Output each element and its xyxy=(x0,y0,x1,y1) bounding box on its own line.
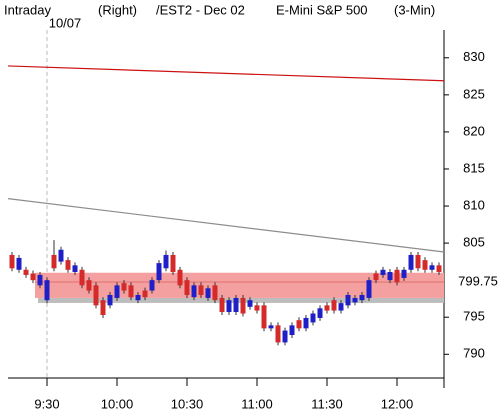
y-tick-label: 815 xyxy=(463,160,485,175)
candle-body xyxy=(436,265,442,273)
y-tick-label: 825 xyxy=(463,86,485,101)
candle-body xyxy=(380,269,386,275)
candle-body xyxy=(149,280,155,291)
header-text: (Right) xyxy=(98,2,137,17)
candle-body xyxy=(317,308,323,318)
highlight-label-box xyxy=(448,273,503,292)
header-text: Intraday xyxy=(4,2,51,17)
candle-body xyxy=(289,325,295,336)
indicator-line xyxy=(7,65,445,82)
candle-body xyxy=(212,285,218,301)
candle-body xyxy=(170,254,176,273)
candle-body xyxy=(268,325,274,329)
candle-body xyxy=(121,283,127,291)
y-tick-label: 795 xyxy=(463,309,485,324)
candle-body xyxy=(142,290,148,298)
indicator-line xyxy=(7,198,445,253)
x-tick-label: 9:30 xyxy=(34,396,59,411)
candle-body xyxy=(86,280,92,291)
candle-body xyxy=(226,300,232,313)
candle-body xyxy=(331,300,337,311)
candle-body xyxy=(219,297,225,313)
x-tick-label: 11:00 xyxy=(241,396,273,411)
candle-body xyxy=(51,254,57,269)
candle-body xyxy=(240,297,246,314)
candle-body xyxy=(177,269,183,286)
candle-body xyxy=(275,325,281,343)
candle-body xyxy=(198,285,204,295)
candle-body xyxy=(191,285,197,298)
candle-body xyxy=(205,288,211,298)
y-tick-label: 830 xyxy=(463,49,485,64)
y-tick-label: 805 xyxy=(463,235,485,250)
candle-body xyxy=(338,303,344,311)
y-tick-label: 790 xyxy=(463,346,485,361)
candle-body xyxy=(408,254,414,270)
candle-body xyxy=(373,273,379,281)
candle-body xyxy=(282,330,288,343)
candle-body xyxy=(429,265,435,270)
candle-body xyxy=(79,269,85,286)
candle-body xyxy=(345,294,351,306)
y-tick-label: 810 xyxy=(463,197,485,212)
candle-body xyxy=(93,285,99,306)
candle-body xyxy=(135,294,141,301)
header-text: E-Mini S&P 500 xyxy=(276,2,368,17)
candle-body xyxy=(16,257,22,270)
candle-body xyxy=(184,280,190,295)
candle-body xyxy=(401,269,407,278)
candle-body xyxy=(100,300,106,315)
candle-body xyxy=(415,254,421,269)
candle-body xyxy=(163,254,169,269)
x-tick-label: 10:00 xyxy=(101,396,134,411)
candle-body xyxy=(254,305,260,311)
candle-body xyxy=(44,280,50,301)
candle-body xyxy=(37,274,43,286)
candle-body xyxy=(324,305,330,311)
x-tick-label: 11:30 xyxy=(311,396,343,411)
candle-body xyxy=(394,269,400,283)
candle-body xyxy=(9,254,15,269)
candle-body xyxy=(23,269,29,275)
x-tick-label: 12:00 xyxy=(381,396,414,411)
candle-body xyxy=(156,263,162,281)
candle-body xyxy=(303,317,309,329)
candle-body xyxy=(58,249,64,262)
candle-body xyxy=(30,273,36,281)
candle-body xyxy=(247,300,253,307)
header-text: /EST2 - Dec 02 xyxy=(156,2,245,17)
candle-body xyxy=(72,265,78,273)
candle-body xyxy=(128,285,134,298)
date-label: 10/07 xyxy=(49,15,82,30)
x-tick-label: 10:30 xyxy=(171,396,204,411)
candle-body xyxy=(387,272,393,281)
candle-body xyxy=(107,294,113,306)
candle-body xyxy=(296,320,302,329)
candle-body xyxy=(114,285,120,298)
candle-body xyxy=(310,313,316,323)
candle-body xyxy=(366,280,372,298)
y-tick-label: 820 xyxy=(463,123,485,138)
candle-body xyxy=(233,297,239,313)
highlight-label: 799.75 xyxy=(458,273,498,288)
candle-body xyxy=(359,294,365,301)
candle-body xyxy=(65,260,71,270)
candle-body xyxy=(422,260,428,270)
header-text: (3-Min) xyxy=(394,2,435,17)
candle-body xyxy=(352,297,358,303)
candle-body xyxy=(261,305,267,329)
